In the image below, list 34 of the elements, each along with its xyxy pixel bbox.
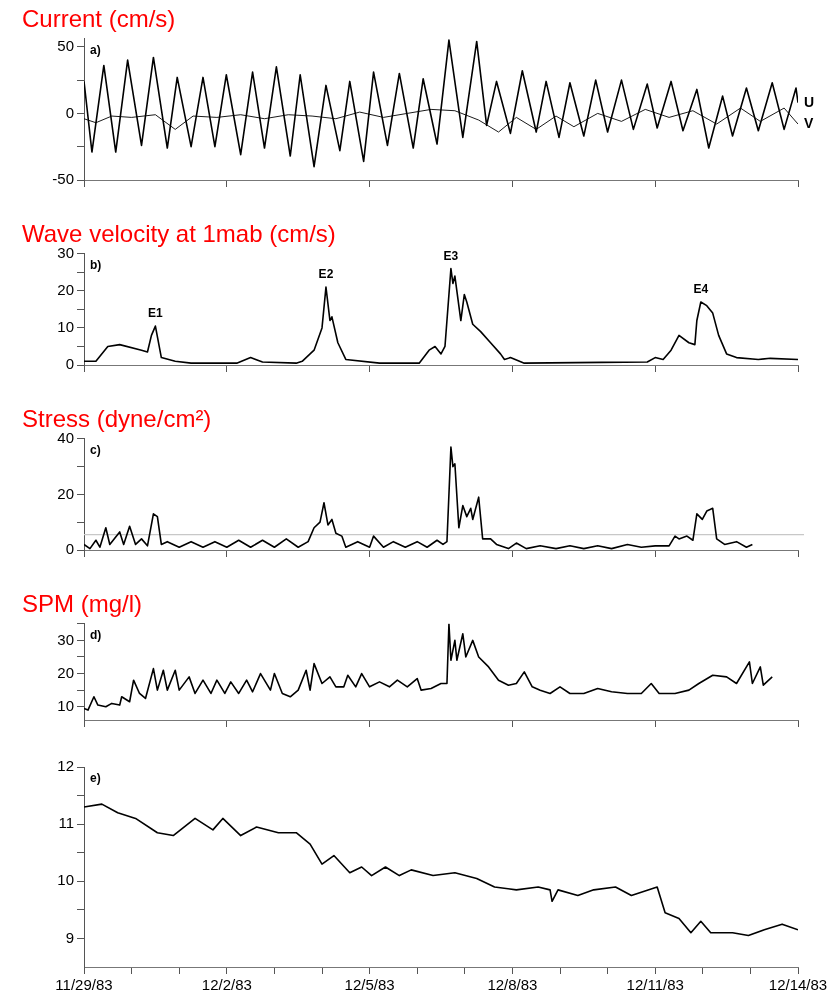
annotation: E4	[693, 282, 709, 297]
y-tick-label: 9	[65, 928, 74, 946]
annotation: d)	[90, 628, 102, 643]
y-tick-label: 20	[57, 663, 74, 681]
y-tick-label: -50	[52, 170, 74, 188]
x-tick-label: 12/11/83	[626, 976, 684, 994]
x-tick-label: 11/29/83	[55, 976, 113, 994]
annotation: E3	[443, 248, 459, 263]
x-tick-label: 12/5/83	[344, 976, 395, 994]
y-tick-label: 10	[57, 696, 74, 714]
annotation: c)	[90, 443, 101, 458]
x-tick-label: 12/14/83	[768, 976, 828, 994]
annotation: a)	[90, 43, 101, 58]
y-tick-label: 0	[65, 540, 74, 558]
y-tick-label: 20	[57, 281, 74, 299]
chart-title: SPM (mg/l)	[22, 590, 142, 618]
chart-title: Current (cm/s)	[22, 5, 176, 33]
y-tick-label: 20	[57, 484, 74, 502]
annotation: E2	[318, 267, 334, 282]
annotation: e)	[90, 771, 101, 786]
annotation: E1	[148, 306, 164, 321]
y-tick-label: 10	[57, 318, 74, 336]
y-tick-label: 0	[65, 355, 74, 373]
x-tick-label: 12/2/83	[201, 976, 252, 994]
y-tick-label: 11	[58, 814, 74, 832]
series-label: V	[804, 114, 814, 131]
y-tick-label: 12	[57, 757, 74, 775]
x-tick-label: 12/8/83	[487, 976, 538, 994]
y-tick-label: 10	[57, 871, 74, 889]
y-tick-label: 50	[57, 36, 74, 54]
y-tick-label: 0	[65, 103, 74, 121]
series-label: U	[804, 93, 815, 110]
annotation: b)	[90, 258, 102, 273]
y-tick-label: 30	[57, 630, 74, 648]
